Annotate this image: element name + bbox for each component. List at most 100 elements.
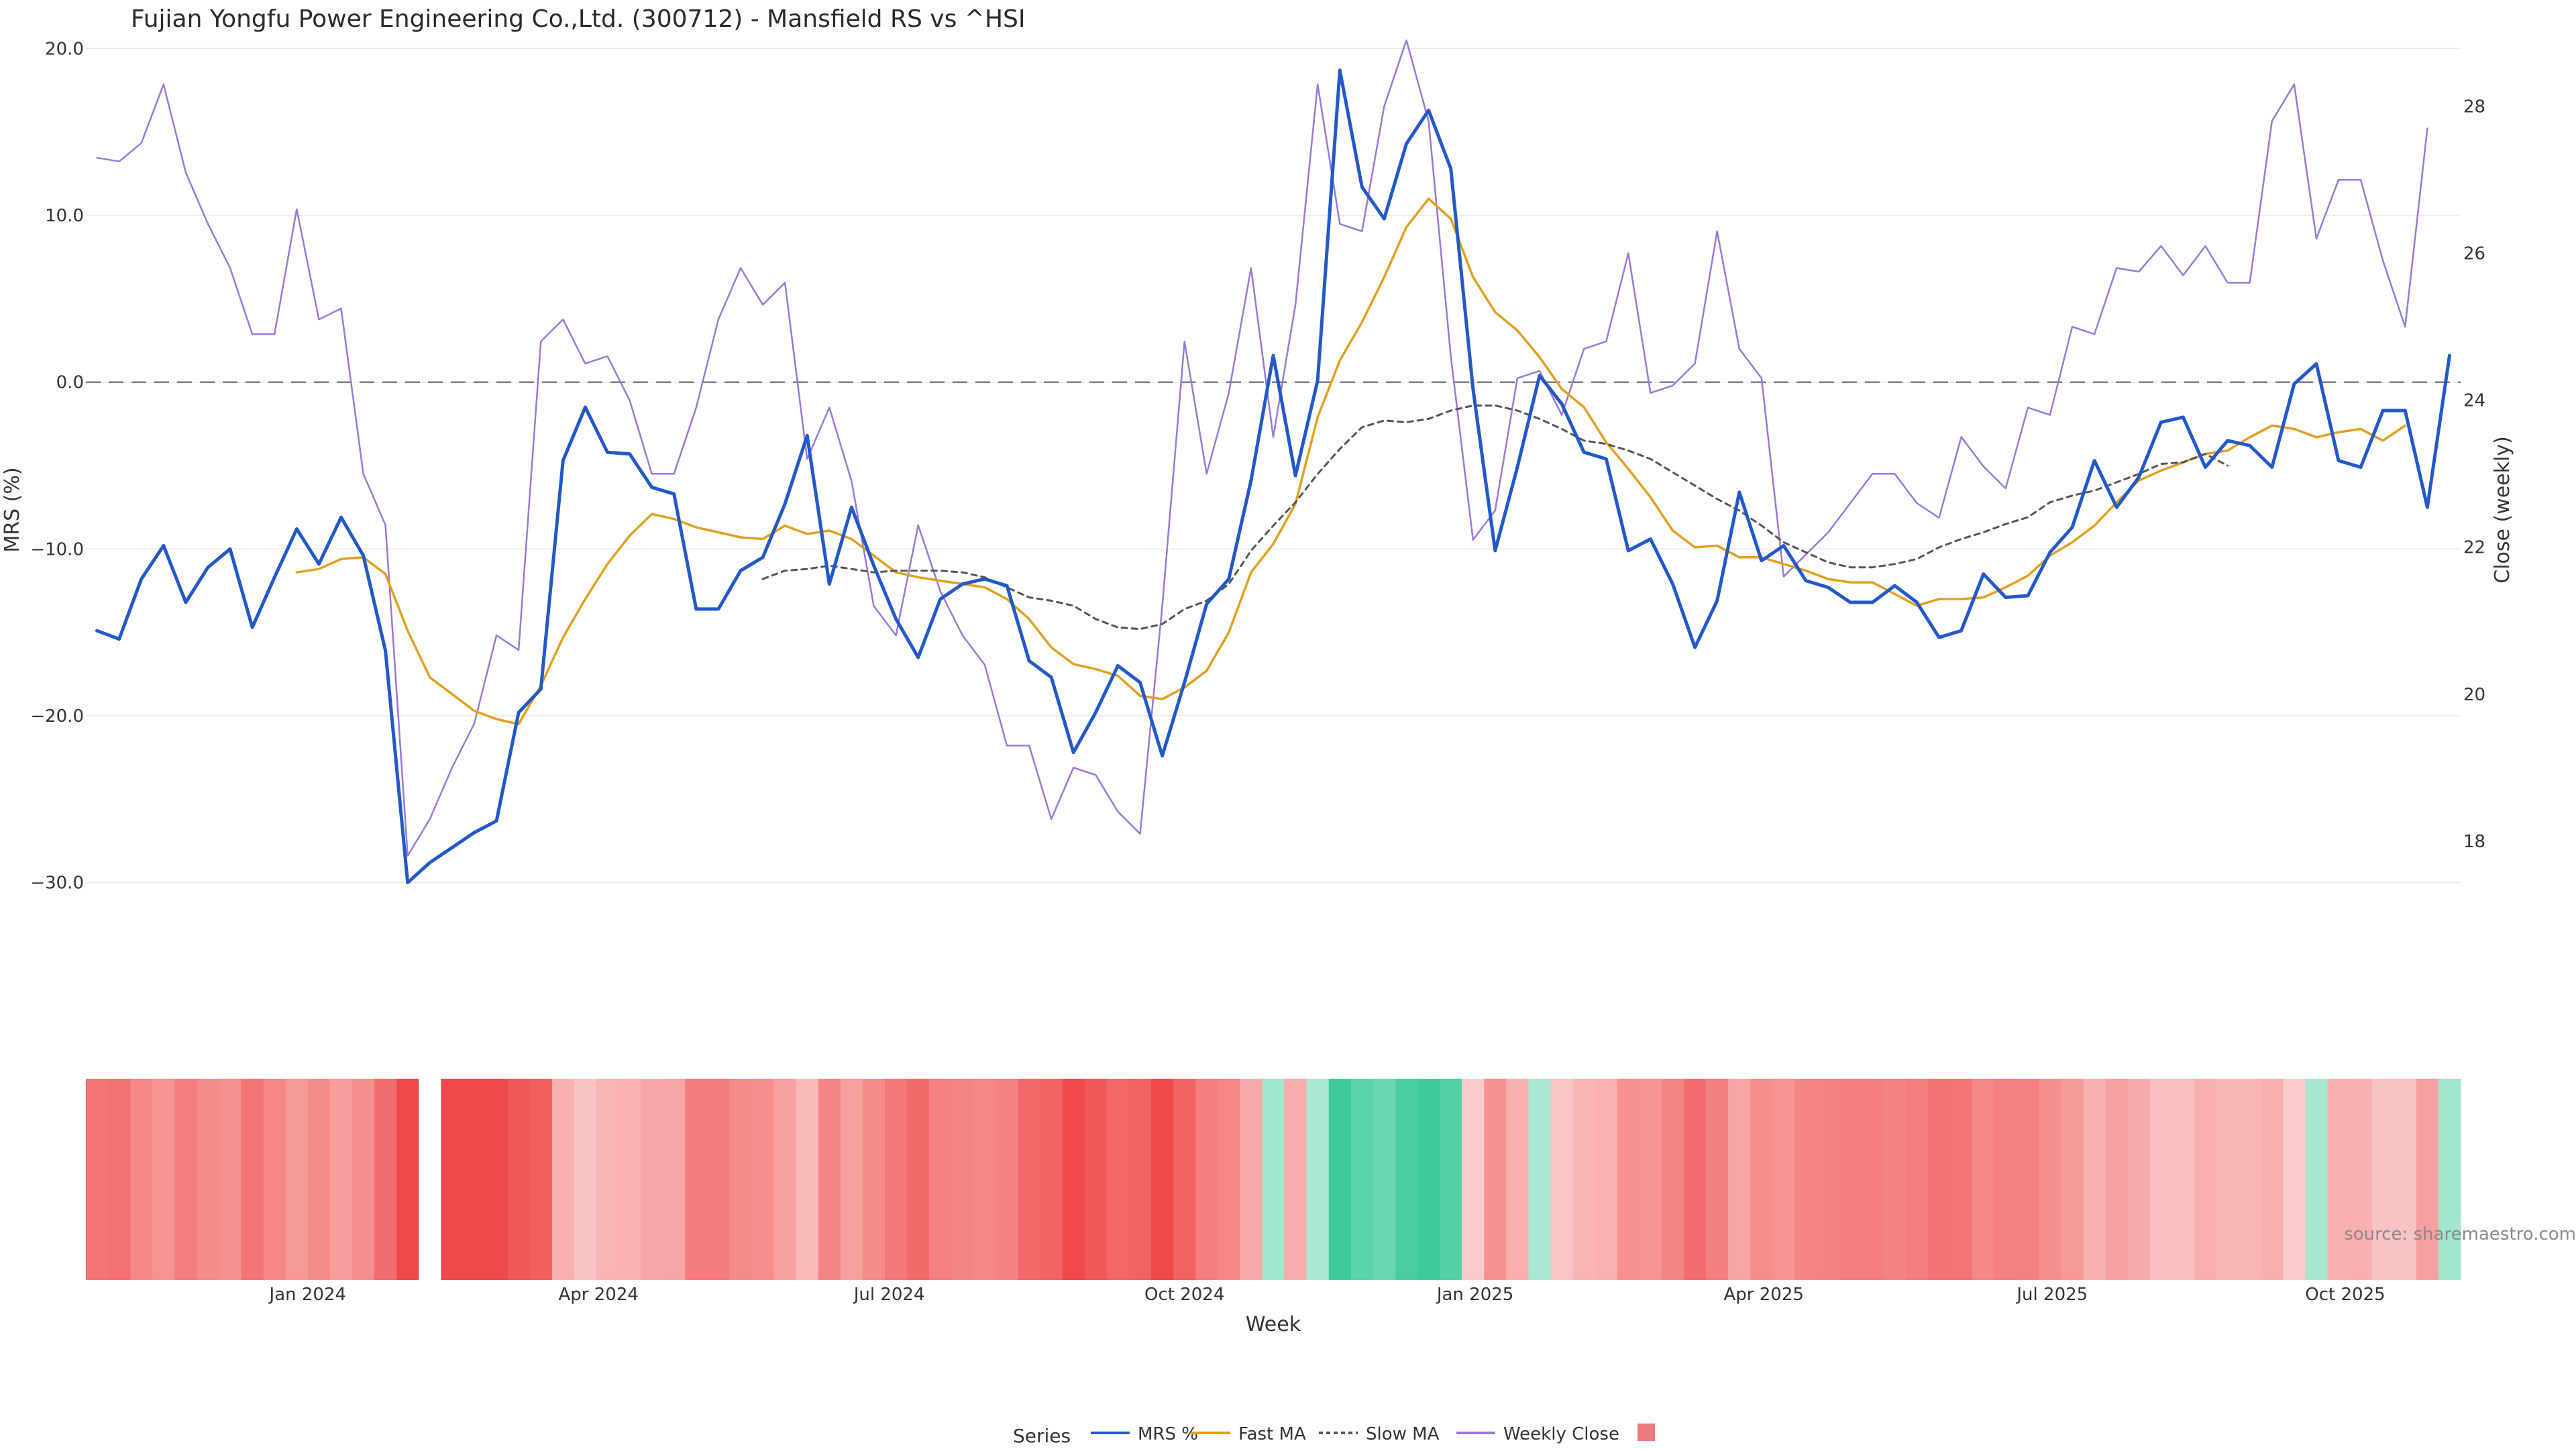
heatmap-cell — [396, 1079, 419, 1280]
heatmap-cell — [2194, 1079, 2217, 1280]
gridlines — [86, 48, 2461, 883]
heatmap-cell — [86, 1079, 109, 1280]
heatmap-cell — [197, 1079, 220, 1280]
heatmap-cell — [1062, 1079, 1085, 1280]
heatmap-cell — [1106, 1079, 1130, 1280]
y-tick-label: −10.0 — [30, 539, 84, 559]
heatmap-cell — [108, 1079, 131, 1280]
heatmap-cell — [174, 1079, 197, 1280]
legend-label: Weekly Close — [1503, 1424, 1619, 1444]
heatmap-cell — [1572, 1079, 1596, 1280]
series-line-fast-ma — [295, 197, 2407, 726]
heatmap-cell — [1994, 1079, 2017, 1280]
heatmap-cell — [1839, 1079, 1862, 1280]
heatmap-cell — [973, 1079, 997, 1280]
y-tick-label: 20.0 — [45, 39, 84, 59]
heatmap-cell — [1373, 1079, 1396, 1280]
heatmap-cell — [2349, 1079, 2373, 1280]
heatmap-cell — [1506, 1079, 1529, 1280]
legend-label: Slow MA — [1366, 1424, 1440, 1444]
heatmap-cell — [1284, 1079, 1307, 1280]
heatmap-cell — [1750, 1079, 1773, 1280]
heatmap-cell — [2061, 1079, 2084, 1280]
heatmap-cell — [2305, 1079, 2328, 1280]
heatmap-cell — [551, 1079, 575, 1280]
heatmap-cell — [1350, 1079, 1374, 1280]
heatmap-cell — [2216, 1079, 2239, 1280]
heatmap-cell — [352, 1079, 375, 1280]
heatmap-cell — [1794, 1079, 1818, 1280]
y-tick-label: 10.0 — [45, 206, 84, 226]
heatmap-cell — [2261, 1079, 2284, 1280]
heatmap-cell — [2083, 1079, 2106, 1280]
heatmap-cell — [840, 1079, 863, 1280]
heatmap-cell — [751, 1079, 775, 1280]
heatmap-cell — [2394, 1079, 2417, 1280]
heatmap-cell — [463, 1079, 486, 1280]
y-tick-label: 0.0 — [56, 373, 84, 393]
heatmap-cell — [574, 1079, 597, 1280]
heatmap-cell — [2438, 1079, 2461, 1280]
y2-tick-label: 20 — [2463, 685, 2485, 705]
heatmap-cell — [1928, 1079, 1951, 1280]
y2-tick-label: 18 — [2463, 832, 2485, 852]
y-tick-label: −30.0 — [30, 873, 84, 894]
heatmap-cell — [263, 1079, 286, 1280]
heatmap-cell — [996, 1079, 1019, 1280]
legend-title: Series — [1013, 1425, 1071, 1447]
heatmap-cell — [1817, 1079, 1840, 1280]
heatmap-cell — [1639, 1079, 1662, 1280]
heatmap-cell — [2149, 1079, 2173, 1280]
heatmap-cell — [1972, 1079, 1995, 1280]
heatmap-cell — [796, 1079, 819, 1280]
heatmap-cell — [1861, 1079, 1884, 1280]
heatmap-cell — [885, 1079, 908, 1280]
series-line-slow-ma — [761, 405, 2229, 631]
heatmap-cell — [1173, 1079, 1196, 1280]
x-tick-label: Jul 2024 — [853, 1285, 925, 1305]
y-axis-ticks: 20.0 10.0 0.0 −10.0 −20.0 −30.0 — [30, 39, 84, 893]
legend: Series MRS % Fast MA Slow MA Weekly Close — [1013, 1424, 1655, 1447]
heatmap-cell — [596, 1079, 619, 1280]
heatmap-cell — [1262, 1079, 1285, 1280]
series-lines — [95, 39, 2451, 885]
heatmap-cell — [130, 1079, 153, 1280]
y2-tick-label: 24 — [2463, 391, 2485, 411]
heatmap-cell — [1084, 1079, 1108, 1280]
series-line-weekly-close — [96, 39, 2428, 857]
heatmap-cell — [2039, 1079, 2062, 1280]
heatmap-cell — [818, 1079, 841, 1280]
y-tick-label: −20.0 — [30, 706, 84, 727]
heatmap-cell — [619, 1079, 641, 1280]
heatmap-cell — [485, 1079, 508, 1280]
heatmap-cell — [307, 1079, 331, 1280]
heatmap-cell — [529, 1079, 553, 1280]
heatmap-cell — [1772, 1079, 1796, 1280]
heatmap-cell — [707, 1079, 731, 1280]
heatmap-cell — [219, 1079, 242, 1280]
heatmap-cell — [1151, 1079, 1174, 1280]
y2-axis-ticks: 28 26 24 22 20 18 — [2463, 97, 2485, 852]
heatmap-cell — [152, 1079, 175, 1280]
heatmap-cell — [2017, 1079, 2039, 1280]
heatmap-cell — [1195, 1079, 1218, 1280]
x-tick-label: Jul 2025 — [2015, 1285, 2088, 1305]
heatmap-cell — [285, 1079, 309, 1280]
heatmap-cell — [507, 1079, 531, 1280]
heatmap-cell — [1595, 1079, 1618, 1280]
legend-label: MRS % — [1138, 1424, 1198, 1444]
source-credit: source: sharemaestro.com — [2344, 1224, 2576, 1244]
heatmap-cell — [2371, 1079, 2395, 1280]
heatmap-gap — [419, 1079, 441, 1280]
heatmap-cell — [1528, 1079, 1552, 1280]
heatmap-cell — [374, 1079, 397, 1280]
heatmap-cell — [1484, 1079, 1507, 1280]
heatmap-cell — [1218, 1079, 1240, 1280]
heatmap-cell — [1240, 1079, 1263, 1280]
heatmap-cell — [2283, 1079, 2306, 1280]
heatmap-cell — [2416, 1079, 2439, 1280]
x-tick-label: Jan 2024 — [268, 1285, 347, 1305]
x-tick-label: Oct 2024 — [1144, 1285, 1224, 1305]
x-axis-ticks: Jan 2024 Apr 2024 Jul 2024 Oct 2024 Jan 2025… — [268, 1285, 2385, 1305]
